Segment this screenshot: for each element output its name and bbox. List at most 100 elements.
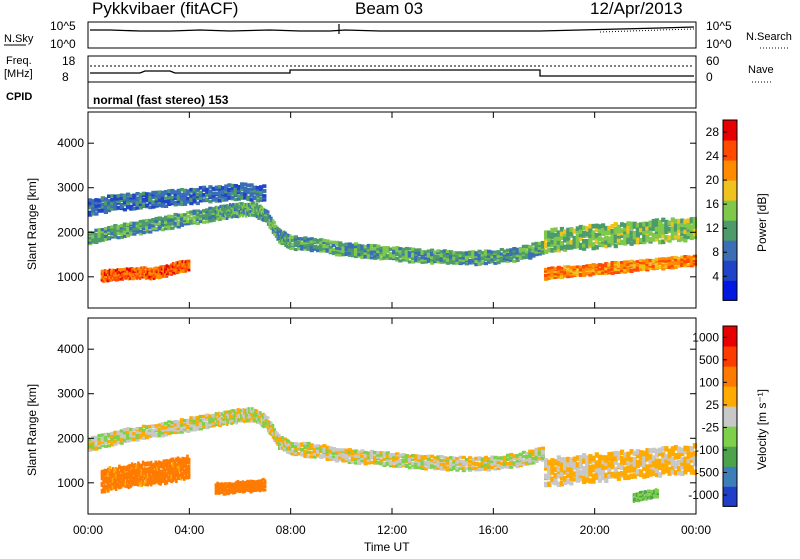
vel-cell	[137, 461, 140, 467]
power-cell	[148, 267, 151, 271]
power-cell	[198, 198, 203, 203]
vel-cell	[124, 474, 127, 480]
power-cell	[202, 192, 207, 197]
vel-cell	[254, 408, 257, 413]
power-cell	[639, 227, 644, 233]
power-cell	[613, 262, 618, 266]
vel-cell	[575, 477, 580, 483]
power-cell	[350, 245, 355, 249]
power-cell	[240, 182, 245, 186]
vel-cell	[257, 487, 260, 491]
vel-cell	[439, 462, 444, 466]
power-cell	[105, 277, 108, 281]
vel-cell	[160, 434, 165, 438]
power-cell	[110, 207, 115, 211]
power-cell	[137, 267, 140, 271]
vel-cell	[290, 442, 295, 446]
vel-cell	[297, 452, 302, 456]
power-cell	[303, 247, 308, 251]
cpid-text: normal (fast stereo) 153	[93, 93, 229, 107]
vel-cell	[653, 491, 656, 495]
vel-cell	[156, 474, 159, 479]
vel-cell	[395, 452, 400, 456]
vel-cell	[502, 459, 507, 463]
vel-cell	[322, 452, 327, 457]
power-cell	[556, 247, 561, 253]
power-cell	[395, 252, 400, 257]
vel-cell	[632, 467, 637, 473]
power-cell	[490, 259, 495, 263]
power-cell	[167, 219, 172, 223]
vel-cell	[664, 463, 669, 469]
power-cell	[141, 226, 146, 230]
vel-cell	[563, 479, 568, 485]
power-cell	[594, 239, 599, 244]
vel-cell	[632, 461, 637, 467]
power-cell	[335, 240, 340, 244]
power-cell	[540, 245, 545, 249]
power-cell	[430, 248, 435, 252]
vel-cell	[643, 495, 647, 498]
vel-cell	[110, 469, 113, 474]
vel-cell	[255, 487, 259, 491]
power-cell	[208, 213, 213, 217]
vel-cell	[648, 489, 652, 492]
vel-cell	[626, 451, 631, 458]
vel-cell	[176, 456, 180, 462]
vel-cell	[591, 455, 596, 462]
vel-cell	[373, 458, 378, 462]
vel-cell	[121, 466, 124, 471]
vel-cell	[642, 455, 647, 461]
vel-cell	[360, 449, 365, 453]
vel-cell	[360, 454, 365, 458]
vel-cell	[312, 455, 317, 459]
power-cell	[525, 250, 530, 254]
vel-cell	[376, 451, 381, 455]
power-cell	[251, 201, 254, 205]
vel-cell	[654, 490, 658, 493]
vel-cell	[119, 431, 124, 435]
vel-cell	[575, 455, 580, 461]
vel-cell	[262, 477, 265, 481]
vel-cell	[146, 461, 150, 466]
vel-cell	[436, 460, 441, 464]
vel-cell	[173, 428, 178, 432]
vel-cell	[509, 460, 514, 464]
power-cell	[154, 216, 159, 221]
vel-cell	[165, 472, 169, 477]
power-cell	[686, 231, 691, 236]
vel-cell	[238, 486, 241, 490]
vel-cell	[680, 470, 685, 477]
vel-cell	[604, 455, 609, 461]
vel-cell	[118, 473, 121, 479]
power-cell	[233, 184, 238, 188]
power-cell	[604, 262, 609, 265]
power-cell	[525, 246, 530, 250]
vel-cell	[677, 460, 682, 466]
power-cell	[645, 237, 650, 243]
power-cell	[279, 234, 283, 238]
vel-cell	[290, 449, 295, 453]
power-cell	[249, 183, 254, 187]
vel-cell	[493, 457, 498, 461]
vel-cell	[461, 469, 466, 473]
power-cell	[341, 253, 346, 257]
vel-cell	[111, 480, 115, 486]
power-cell	[100, 276, 104, 280]
power-cell	[151, 218, 156, 222]
vel-cell	[232, 491, 235, 495]
vel-cell	[263, 484, 267, 488]
vel-cell	[426, 464, 431, 468]
vel-cell	[670, 464, 675, 470]
vel-cell	[670, 469, 675, 475]
power-cell	[461, 251, 466, 255]
power-cell	[214, 209, 218, 213]
vel-cell	[94, 447, 99, 451]
power-cell	[187, 268, 191, 272]
vel-cell	[273, 438, 276, 442]
vel-cell	[107, 484, 110, 489]
power-cell	[686, 218, 691, 223]
power-cell	[610, 261, 615, 264]
vel-cell	[642, 496, 645, 499]
power-cell	[578, 245, 583, 250]
